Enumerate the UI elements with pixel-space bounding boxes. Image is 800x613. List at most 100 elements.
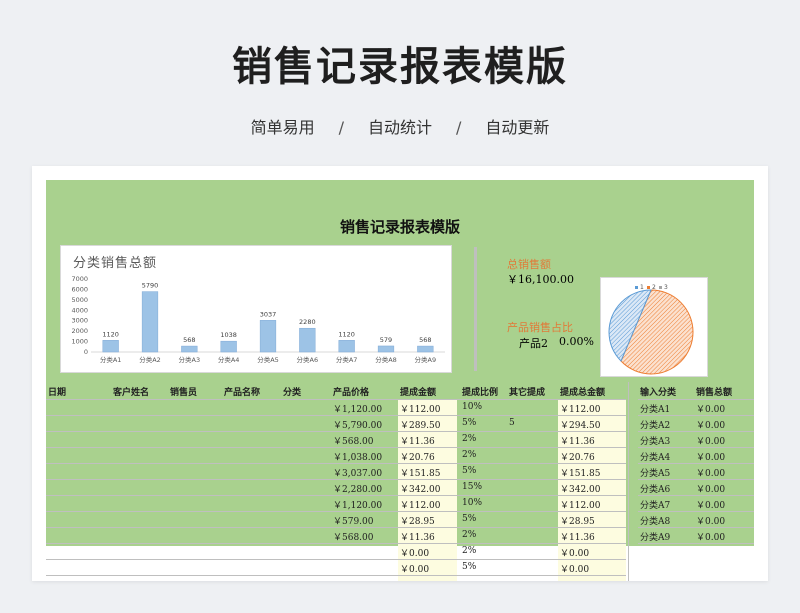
highlight-column	[398, 399, 457, 581]
side-table-cell: 分类A7	[640, 501, 671, 511]
table-cell: ￥1,120.00	[333, 405, 383, 415]
side-table-cell: ￥0.00	[696, 437, 726, 447]
x-tick-label: 分类A3	[179, 355, 201, 364]
table-cell: ￥20.76	[560, 453, 595, 463]
side-table-row	[638, 431, 754, 432]
bar-value-label: 568	[183, 336, 195, 344]
table-cell: 10%	[462, 498, 483, 508]
product-share-label: 产品销售占比	[507, 321, 573, 334]
total-sales-label: 总销售额	[507, 258, 551, 271]
side-table-divider	[628, 382, 629, 581]
bar-分类A1	[102, 340, 119, 353]
side-table-row	[638, 447, 754, 448]
side-table-cell: 分类A6	[640, 485, 671, 495]
bar-value-label: 1038	[220, 331, 237, 339]
y-tick-label: 7000	[71, 275, 88, 283]
side-table-cell: ￥0.00	[696, 453, 726, 463]
pie-legend-label: 2	[652, 284, 656, 291]
bar-chart-svg: 0 1000 2000 3000 4000 5000 6000 7000 1120 分类A1 579…	[71, 275, 445, 364]
x-tick-label: 分类A9	[415, 355, 437, 364]
table-cell: ￥2,280.00	[333, 485, 383, 495]
bar-value-label: 1120	[338, 330, 355, 338]
subtitle-separator: /	[456, 118, 462, 137]
side-table-cell: 分类A4	[640, 453, 671, 463]
y-tick-label: 2000	[71, 327, 88, 335]
side-table-cell: ￥0.00	[696, 533, 726, 543]
table-cell: ￥112.00	[560, 501, 601, 511]
x-tick-label: 分类A5	[257, 355, 279, 364]
side-table-cell: 分类A5	[640, 469, 671, 479]
subtitle-item: 自动更新	[485, 118, 550, 137]
table-cell: ￥289.50	[400, 421, 441, 431]
table-row	[46, 479, 626, 480]
product-share-name: 产品2	[519, 337, 548, 350]
subtitle-item: 简单易用	[250, 118, 315, 137]
table-row	[46, 495, 626, 496]
bar-chart: 分类销售总额 0 1000 2000 3000 4000 5000 6000 7000 1120…	[60, 245, 452, 373]
page-title: 销售记录报表模版	[232, 44, 568, 90]
table-row	[46, 415, 626, 416]
bar-分类A5	[259, 320, 277, 353]
pie-chart: 1 2 3	[600, 277, 708, 377]
side-table-header: 输入分类 销售总额	[638, 382, 754, 399]
table-cell: ￥151.85	[400, 469, 441, 479]
divider	[474, 247, 477, 371]
spreadsheet-preview: 销售记录报表模版 分类销售总额 0 1000 2000 3000 4000 5000 600…	[32, 166, 768, 581]
table-cell: 15%	[462, 482, 483, 492]
table-row	[46, 447, 626, 448]
column-header: 产品名称	[224, 388, 261, 398]
pie-chart-svg: 1 2 3	[608, 284, 694, 375]
y-tick-label: 5000	[71, 296, 88, 304]
side-column-header: 输入分类	[640, 388, 677, 398]
x-tick-label: 分类A7	[336, 355, 358, 364]
bar-分类A9	[417, 345, 434, 353]
x-tick-label: 分类A6	[297, 355, 319, 364]
subtitle-item: 自动统计	[367, 118, 432, 137]
side-table-cell: 分类A3	[640, 437, 671, 447]
table-cell: ￥1,120.00	[333, 501, 383, 511]
table-cell: ￥1,038.00	[333, 453, 383, 463]
pie-slice-2	[608, 289, 652, 362]
table-cell: ￥3,037.00	[333, 469, 383, 479]
column-header: 客户姓名	[113, 388, 150, 398]
side-table-cell: ￥0.00	[696, 501, 726, 511]
bar-分类A2	[141, 291, 159, 353]
x-tick-label: 分类A2	[139, 355, 161, 364]
bar-分类A6	[299, 327, 316, 353]
table-cell: ￥579.00	[333, 517, 374, 527]
column-header: 日期	[48, 388, 67, 398]
column-header: 提成总金额	[560, 388, 606, 398]
table-cell: ￥568.00	[333, 437, 374, 447]
side-table-cell: 分类A2	[640, 421, 671, 431]
column-header: 其它提成	[509, 388, 546, 398]
table-cell: ￥11.36	[560, 533, 595, 543]
column-header: 分类	[283, 388, 302, 398]
table-cell: 2%	[462, 530, 477, 540]
bar-分类A3	[181, 345, 198, 353]
side-table-row	[638, 511, 754, 512]
pie-legend: 1 2 3	[635, 284, 668, 291]
table-row	[46, 527, 626, 528]
table-cell: ￥568.00	[333, 533, 374, 543]
table-cell: ￥11.36	[560, 437, 595, 447]
side-column-header: 销售总额	[696, 388, 733, 398]
side-table-cell: ￥0.00	[696, 485, 726, 495]
column-header: 提成比例	[462, 388, 499, 398]
table-row	[46, 575, 626, 576]
table-cell: ￥151.85	[560, 469, 601, 479]
side-table-cell: ￥0.00	[696, 405, 726, 415]
subtitle-separator: /	[338, 118, 344, 137]
column-header: 提成金额	[400, 388, 437, 398]
bar-value-label: 3037	[260, 310, 277, 318]
table-cell: 5%	[462, 562, 477, 572]
table-cell: ￥342.00	[400, 485, 441, 495]
x-tick-label: 分类A1	[100, 355, 122, 364]
table-cell: 2%	[462, 450, 477, 460]
pie-legend-label: 1	[640, 284, 644, 291]
x-tick-label: 分类A4	[218, 355, 240, 364]
table-cell: ￥20.76	[400, 453, 435, 463]
table-cell: ￥28.95	[400, 517, 435, 527]
table-cell: ￥28.95	[560, 517, 595, 527]
side-table-cell: 分类A1	[640, 405, 671, 415]
side-table-row	[638, 463, 754, 464]
